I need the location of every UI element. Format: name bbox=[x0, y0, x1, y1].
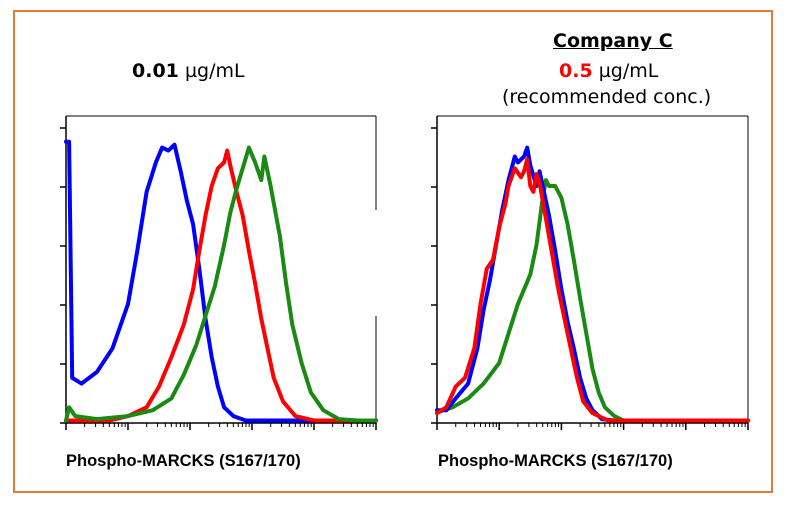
left-series-red bbox=[66, 151, 376, 421]
x-axis-label-left: Phospho-MARCKS (S167/170) bbox=[66, 452, 301, 471]
left-series-green bbox=[66, 148, 376, 421]
left-series-blue bbox=[66, 142, 376, 421]
x-axis-label-right: Phospho-MARCKS (S167/170) bbox=[438, 452, 673, 471]
histogram-plots bbox=[0, 0, 790, 514]
